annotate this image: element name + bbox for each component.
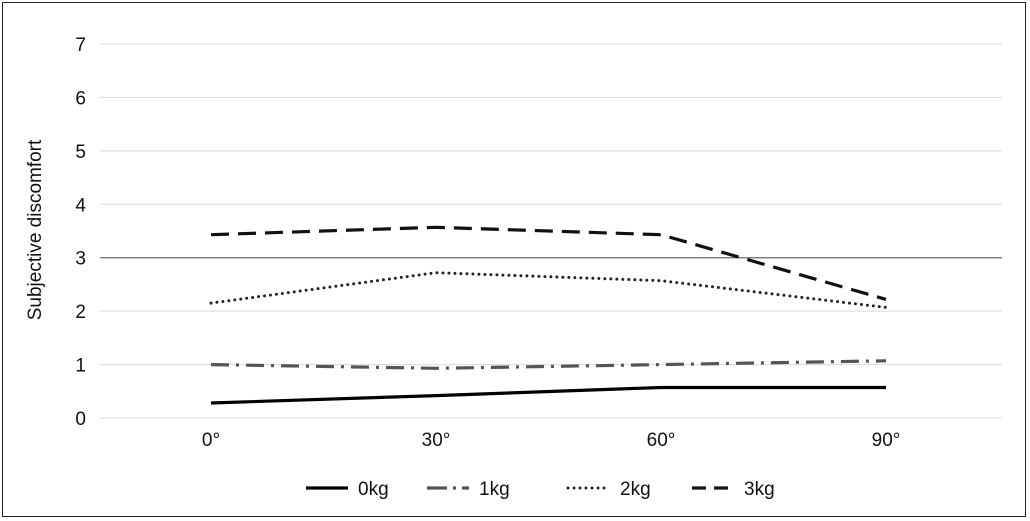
- y-axis-label: Subjective discomfort: [25, 139, 46, 320]
- y-tick-label: 7: [75, 35, 86, 56]
- y-tick-label: 2: [75, 302, 86, 323]
- y-tick-label: 6: [75, 88, 86, 109]
- y-tick-label: 4: [75, 195, 86, 216]
- legend-label-1kg: 1kg: [479, 479, 510, 500]
- y-tick-label: 5: [75, 142, 86, 163]
- legend: 0kg 1kg 2kg 3kg: [306, 479, 775, 500]
- y-tick-label: 1: [75, 356, 86, 377]
- series-line-3kg: [210, 225, 887, 301]
- legend-label-0kg: 0kg: [358, 479, 389, 500]
- y-tick-label: 3: [75, 249, 86, 270]
- legend-label-2kg: 2kg: [620, 479, 651, 500]
- y-axis-ticks: 0 1 2 3 4 5 6 7: [75, 35, 86, 430]
- y-tick-label: 0: [75, 409, 86, 430]
- x-axis-ticks: 0° 30° 60° 90°: [202, 430, 900, 451]
- x-tick-label: 90°: [872, 430, 901, 451]
- x-tick-label: 0°: [202, 430, 220, 451]
- legend-label-3kg: 3kg: [744, 479, 775, 500]
- series-lines: [209, 225, 888, 405]
- series-line-0kg: [210, 385, 886, 405]
- x-tick-label: 30°: [422, 430, 451, 451]
- series-line-2kg: [209, 271, 888, 309]
- x-tick-label: 60°: [647, 430, 676, 451]
- series-line-1kg: [210, 359, 887, 370]
